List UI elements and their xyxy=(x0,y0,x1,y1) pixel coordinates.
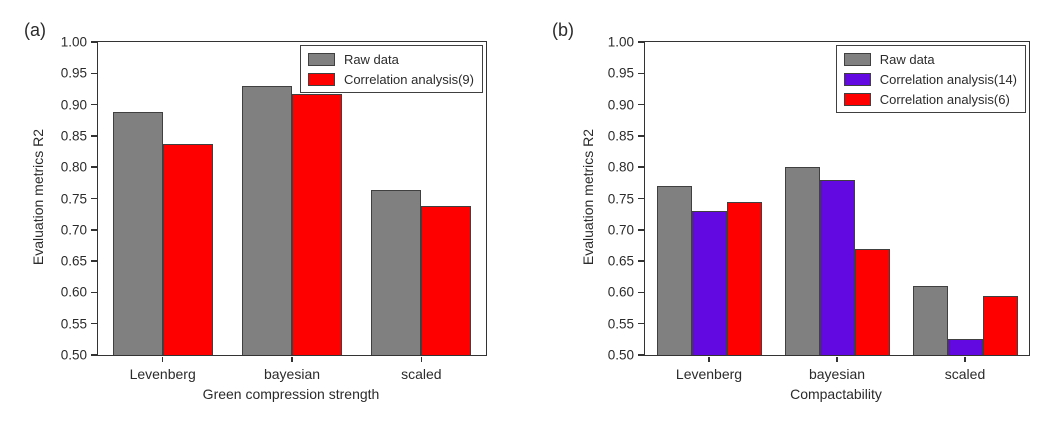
legend-item: Raw data xyxy=(843,49,1017,69)
bar-bayesian-series-1 xyxy=(819,179,855,355)
y-axis-title: Evaluation metrics R2 xyxy=(30,128,46,266)
bar-scaled-series-2 xyxy=(982,295,1018,355)
y-axis-tick-label: 0.65 xyxy=(60,253,87,269)
y-axis-tick-label: 1.00 xyxy=(60,34,87,50)
bar-levenberg-series-1 xyxy=(162,144,213,355)
legend: Raw data Correlation analysis(14) Correlat… xyxy=(835,45,1026,113)
y-axis-tick xyxy=(91,354,97,356)
y-axis-tick-label: 0.70 xyxy=(607,222,634,238)
y-axis-tick xyxy=(91,229,97,231)
x-axis-tick xyxy=(836,356,838,362)
y-axis-tick xyxy=(91,135,97,137)
bar-bayesian-series-0 xyxy=(242,85,292,355)
bar-scaled-series-0 xyxy=(371,190,422,355)
y-axis-tick-label: 0.55 xyxy=(607,316,634,332)
y-axis-tick-label: 0.95 xyxy=(60,65,87,81)
chart-panel-a: (a) Evaluation metrics R2 0.50 0.55 0.60 0.… xyxy=(24,20,487,402)
y-axis-tick xyxy=(91,291,97,294)
legend-swatch xyxy=(843,92,871,106)
bar-bayesian-series-2 xyxy=(854,248,890,355)
y-axis-tick-label: 0.50 xyxy=(60,347,87,363)
y-axis-tick-label: 0.85 xyxy=(607,128,634,144)
y-axis-tick-label: 0.80 xyxy=(60,159,87,175)
bar-levenberg-series-0 xyxy=(656,185,692,355)
y-axis-tick xyxy=(91,322,97,325)
y-axis-tick xyxy=(638,260,644,262)
bar-levenberg-series-1 xyxy=(691,211,727,355)
x-axis-tick xyxy=(708,356,710,362)
panel-label-b: (b) xyxy=(552,20,574,40)
y-axis-tick-label: 0.60 xyxy=(60,284,87,300)
x-axis-tick xyxy=(964,356,966,362)
bar-bayesian-series-0 xyxy=(784,167,820,355)
plot-area-b: 0.50 0.55 0.60 0.65 0.70 0.75 0.80 0.85 0.90 0.95… xyxy=(608,35,1030,382)
y-axis-tick xyxy=(91,166,97,168)
x-axis-tick xyxy=(161,356,164,362)
y-axis-tick-label: 0.60 xyxy=(607,284,634,300)
x-axis-tick-label: scaled xyxy=(401,366,442,382)
legend-item: Correlation analysis(14) xyxy=(843,69,1017,89)
y-axis-tick xyxy=(91,260,97,262)
bar-scaled-series-1 xyxy=(947,339,983,355)
legend: Raw data Correlation analysis(9) xyxy=(299,45,483,93)
bar-scaled-series-1 xyxy=(421,206,472,355)
x-axis-tick-label: bayesian xyxy=(808,366,866,382)
legend-label: Correlation analysis(6) xyxy=(879,91,1010,107)
x-axis-title: Compactability xyxy=(790,386,882,402)
legend-item: Correlation analysis(9) xyxy=(307,69,474,89)
y-axis-tick xyxy=(91,41,97,43)
x-axis-title: Green compression strength xyxy=(202,386,380,402)
legend-label: Raw data xyxy=(879,51,935,67)
panel-label-a: (a) xyxy=(24,20,46,40)
y-axis-tick xyxy=(638,322,644,325)
y-axis-tick-label: 0.85 xyxy=(60,128,87,144)
y-axis-tick xyxy=(638,229,644,231)
y-axis-tick xyxy=(91,103,97,106)
y-axis-tick xyxy=(638,72,644,75)
legend-swatch xyxy=(307,72,335,86)
x-axis-tick-label: Levenberg xyxy=(675,366,743,382)
y-axis-tick xyxy=(91,197,97,200)
plot-area-a: 0.50 0.55 0.60 0.65 0.70 0.75 0.80 0.85 0.90 0.95… xyxy=(61,35,487,382)
x-axis-tick-label: scaled xyxy=(944,366,986,382)
y-axis-tick xyxy=(638,197,644,200)
legend-label: Correlation analysis(14) xyxy=(879,71,1017,87)
y-axis-tick xyxy=(638,135,644,137)
y-axis-title: Evaluation metrics R2 xyxy=(580,128,596,266)
y-axis-tick xyxy=(91,72,97,75)
y-axis-tick-label: 0.90 xyxy=(60,97,87,113)
bar-bayesian-series-1 xyxy=(292,93,342,355)
y-axis-tick xyxy=(638,41,644,43)
y-axis-tick xyxy=(638,291,644,294)
y-axis-tick xyxy=(638,103,644,106)
legend-label: Correlation analysis(9) xyxy=(343,71,474,87)
y-axis-tick-label: 0.65 xyxy=(607,253,634,269)
chart-panel-b: (b) Evaluation metrics R2 0.50 0.55 0.60 0.… xyxy=(528,0,1056,423)
y-axis-tick xyxy=(638,354,644,356)
bar-levenberg-series-2 xyxy=(726,201,762,355)
y-axis-tick-label: 0.75 xyxy=(607,191,634,206)
x-axis-tick xyxy=(420,356,423,362)
bar-scaled-series-0 xyxy=(912,286,948,355)
x-axis-tick-label: Levenberg xyxy=(129,366,196,382)
y-axis-tick-label: 0.50 xyxy=(607,347,634,363)
y-axis-tick-label: 0.90 xyxy=(607,97,634,113)
legend-swatch xyxy=(843,52,871,66)
y-axis-tick-label: 0.95 xyxy=(607,65,634,81)
y-axis-tick-label: 0.75 xyxy=(60,191,87,206)
bar-levenberg-series-0 xyxy=(112,112,163,355)
legend-swatch xyxy=(843,72,871,86)
x-axis-tick xyxy=(291,356,293,362)
y-axis-tick-label: 0.70 xyxy=(60,222,87,238)
legend-item: Correlation analysis(6) xyxy=(843,89,1017,109)
y-axis-tick-label: 1.00 xyxy=(607,34,634,50)
legend-item: Raw data xyxy=(307,49,474,69)
x-axis-tick-label: bayesian xyxy=(263,366,321,382)
y-axis-tick-label: 0.80 xyxy=(607,159,634,175)
y-axis-tick-label: 0.55 xyxy=(60,316,87,332)
legend-label: Raw data xyxy=(343,51,399,67)
legend-swatch xyxy=(307,52,335,66)
y-axis-tick xyxy=(638,166,644,168)
